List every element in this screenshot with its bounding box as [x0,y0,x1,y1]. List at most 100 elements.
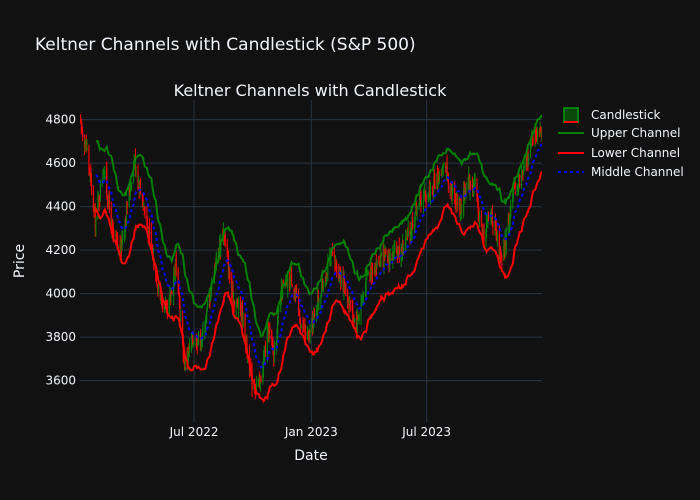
candle-body [263,354,265,361]
candle-body [143,205,145,209]
candle-body [379,260,381,266]
candle-body [499,247,502,255]
candle-body [186,355,188,361]
candle-body [86,148,88,149]
candle-body [90,172,92,179]
candle-body [512,192,514,204]
candle-body [467,178,469,189]
candle-body [184,357,186,370]
candle-body [80,119,82,126]
candle-body [238,298,240,310]
candle-body [239,300,242,310]
candle-body [423,192,425,196]
candle-body [528,158,530,162]
candle-body [365,273,367,293]
candle-body [139,183,141,189]
candle-body [401,248,403,253]
candle-body [451,192,453,197]
chart-title: Keltner Channels with Candlestick [174,81,447,100]
candle-body [343,279,345,291]
candle-body [164,305,166,311]
legend-item-upper-channel[interactable]: Upper Channel [558,126,680,140]
candle-body [535,125,537,136]
candle-body [267,325,269,329]
candle-body [321,278,323,288]
candle-body [420,202,423,207]
candle-body [454,194,456,201]
candle-body [135,171,137,173]
candle-body [170,290,172,298]
candle-body [291,284,293,287]
candle-body [420,194,422,206]
candle-body [494,220,497,226]
candle-body [142,201,144,206]
candle-body [429,188,432,199]
candle-body [433,179,435,192]
candle-body [278,309,280,312]
legend: Candlestick Upper Channel Lower Channel … [558,107,684,179]
candle-body [196,336,198,346]
candle-body [327,262,329,275]
candle-body [120,239,123,249]
candle-body [303,325,305,331]
candle-body [108,195,110,210]
candle-body [179,305,181,321]
candle-body [119,243,121,256]
candle-body [183,357,186,369]
candle-body [454,188,456,195]
candle-body [362,295,364,299]
candle-body [227,257,229,260]
candle-body [231,290,233,293]
candle-body [374,270,376,272]
y-tick-label: 4600 [45,156,76,170]
candle-body [259,380,261,384]
candle-body [144,212,146,214]
candle-body [157,285,159,290]
candle-body [205,313,207,322]
y-axis: 3600 3800 4000 4200 4400 4600 4800 [45,113,76,388]
candle-body [427,193,430,201]
candle-body [366,272,368,276]
candle-body [98,196,100,202]
candle-body [264,349,267,354]
candle-body [129,189,131,192]
candle-body [155,274,158,283]
candle-body [523,163,525,169]
candle-body [447,177,449,185]
candle-body [459,200,462,213]
candle-body [299,318,301,324]
candle-body [336,267,338,274]
legend-item-lower-channel[interactable]: Lower Channel [558,146,680,160]
candle-body [204,329,206,331]
candle-body [387,257,390,260]
candle-body [348,303,351,311]
x-tick-label: Jul 2022 [169,425,219,439]
candle-body [161,302,163,304]
candle-body [115,234,117,241]
legend-item-middle-channel[interactable]: Middle Channel [558,165,684,179]
candle-body [273,348,275,356]
candle-body [340,278,342,280]
candle-body [358,315,360,322]
candle-body [311,319,314,330]
candle-body [121,238,123,250]
candle-body [241,307,243,316]
candle-body [232,288,234,306]
candle-body [320,289,323,297]
candle-body [200,342,202,344]
candle-body [193,343,195,345]
candle-body [322,285,325,287]
candle-body [88,168,91,174]
candle-body [315,311,318,315]
legend-item-candlestick[interactable]: Candlestick [563,107,661,123]
candle-body [166,303,168,307]
candle-body [481,228,483,230]
candle-body [93,207,95,209]
candle-body [517,187,519,189]
candle-body [201,331,203,340]
candle-body [269,330,271,332]
candle-body [324,282,326,288]
candle-body [334,257,336,264]
candle-body [361,297,363,302]
x-tick-label: Jan 2023 [284,425,338,439]
